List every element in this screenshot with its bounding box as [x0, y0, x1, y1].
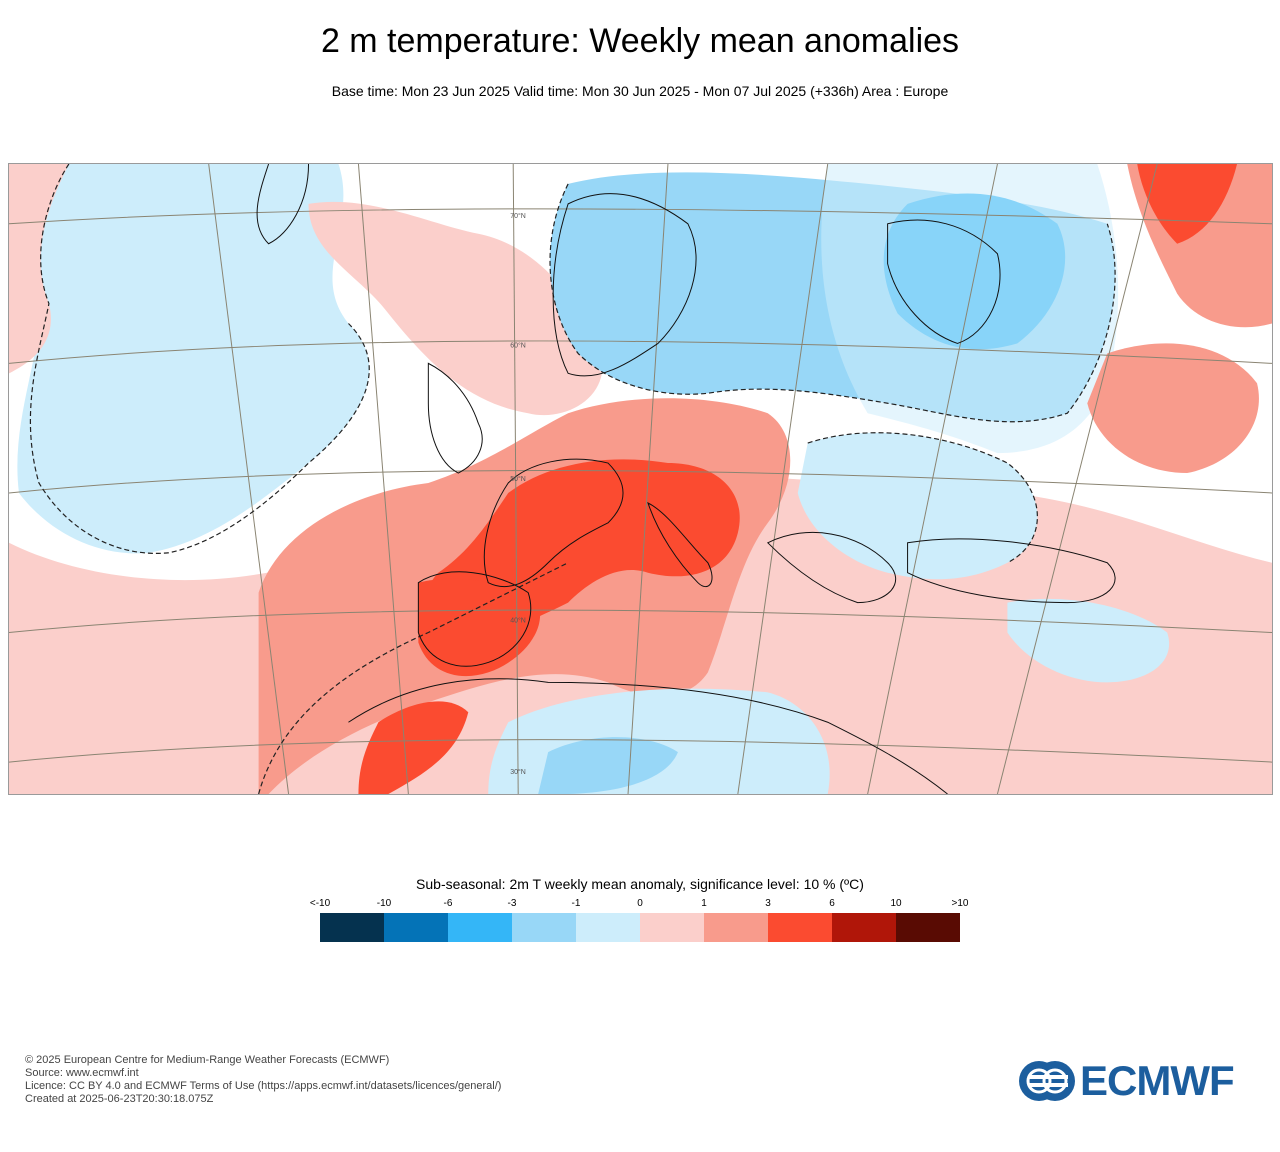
anomaly-area-red-iberia: [418, 578, 541, 677]
legend-tick-label: -10: [376, 898, 392, 909]
legend-tick-label: -1: [571, 898, 581, 909]
graticule-label: 50°N: [510, 475, 526, 483]
footer-source: Source: www.ecmwf.int: [25, 1067, 139, 1079]
anomaly-area-light-blue-eastmed: [1007, 598, 1170, 683]
legend-swatch: [768, 913, 832, 942]
legend-tick-label: >10: [951, 898, 969, 909]
anomaly-area-light-blue-balkans: [797, 432, 1038, 580]
ecmwf-logo-icon: [1019, 1061, 1075, 1101]
anomaly-area-light-blue-atlantic: [17, 164, 370, 554]
footer-copyright: © 2025 European Centre for Medium-Range …: [25, 1054, 390, 1066]
graticule-label: 40°N: [510, 617, 526, 625]
anomaly-area-light-red-north-sea: [308, 201, 603, 416]
legend-ticks: <-10 -10 -6 -3 -1 0 1 3 6 10 >10: [310, 898, 969, 910]
coastlines: [256, 164, 1116, 794]
legend-swatch: [576, 913, 640, 942]
legend-swatch: [512, 913, 576, 942]
map-svg: 70°N 60°N 50°N 40°N 30°N: [9, 164, 1272, 794]
legend-swatch: [832, 913, 896, 942]
chart-title: 2 m temperature: Weekly mean anomalies: [320, 22, 960, 60]
legend-swatch: [320, 913, 384, 942]
ecmwf-logo: ECMWF: [1018, 1058, 1258, 1104]
legend-tick-label: -3: [507, 898, 517, 909]
graticule-label: 30°N: [510, 768, 526, 776]
legend-tick-label: <-10: [309, 898, 331, 909]
graticule-label: 60°N: [510, 341, 526, 349]
legend-tick-label: -6: [443, 898, 453, 909]
legend-swatch: [384, 913, 448, 942]
legend-color-bar: [320, 913, 960, 942]
anomaly-area-light-red-greenland: [9, 164, 69, 374]
europe-temperature-map: 70°N 60°N 50°N 40°N 30°N: [8, 163, 1273, 795]
legend-tick-label: 10: [890, 898, 902, 909]
graticule-labels: 70°N 60°N 50°N 40°N 30°N: [510, 212, 526, 776]
footer-created: Created at 2025-06-23T20:30:18.075Z: [25, 1093, 214, 1105]
legend-tick-label: 3: [765, 898, 771, 909]
anomaly-area-light-red-caspian: [1087, 343, 1259, 474]
anomaly-area-red-morocco: [358, 701, 469, 794]
legend-tick-label: 0: [637, 898, 643, 909]
footer-licence: Licence: CC BY 4.0 and ECMWF Terms of Us…: [25, 1080, 502, 1092]
graticule-label: 70°N: [510, 212, 526, 220]
graticule: [9, 164, 1272, 794]
legend-swatch: [704, 913, 768, 942]
anomaly-area-red-east: [1137, 164, 1238, 244]
legend-swatch: [448, 913, 512, 942]
chart-subtitle: Base time: Mon 23 Jun 2025 Valid time: M…: [331, 83, 949, 99]
legend-title: Sub-seasonal: 2m T weekly mean anomaly, …: [416, 876, 864, 892]
anomaly-area-blue-libya: [538, 737, 678, 794]
legend-tick-label: 6: [829, 898, 835, 909]
legend-swatch: [896, 913, 960, 942]
legend-tick-label: 1: [701, 898, 707, 909]
anomaly-area-light-blue-fringe: [821, 164, 1119, 454]
legend-swatch: [640, 913, 704, 942]
footer-credits: © 2025 European Centre for Medium-Range …: [25, 1054, 501, 1106]
ecmwf-logo-text: ECMWF: [1080, 1057, 1235, 1104]
